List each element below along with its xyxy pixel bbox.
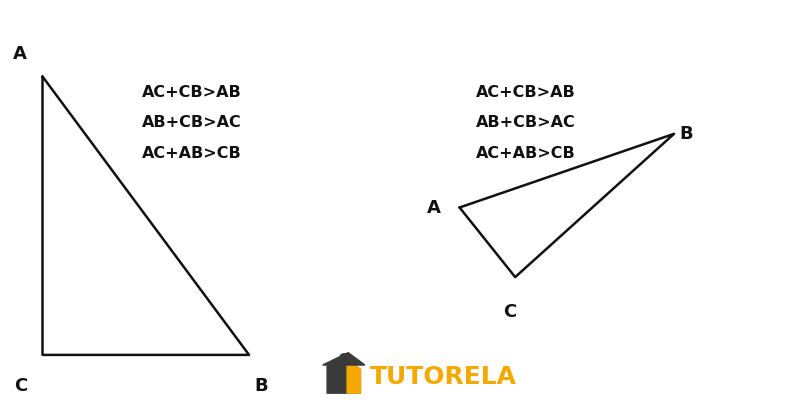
Text: AC+CB>AB: AC+CB>AB [142,85,242,100]
Circle shape [341,354,350,358]
Text: C: C [14,376,27,395]
Polygon shape [347,358,361,393]
Text: AC+AB>CB: AC+AB>CB [142,146,242,161]
Text: B: B [679,125,693,143]
Text: TUTORELA: TUTORELA [370,366,517,389]
Text: C: C [503,303,516,321]
Polygon shape [322,353,365,365]
Text: AC+CB>AB: AC+CB>AB [475,85,575,100]
Text: AB+CB>AC: AB+CB>AC [475,115,575,130]
Text: A: A [427,198,441,217]
Text: AB+CB>AC: AB+CB>AC [142,115,242,130]
Text: B: B [254,376,268,395]
Polygon shape [327,358,361,393]
Text: AC+AB>CB: AC+AB>CB [475,146,575,161]
Text: A: A [14,45,27,63]
